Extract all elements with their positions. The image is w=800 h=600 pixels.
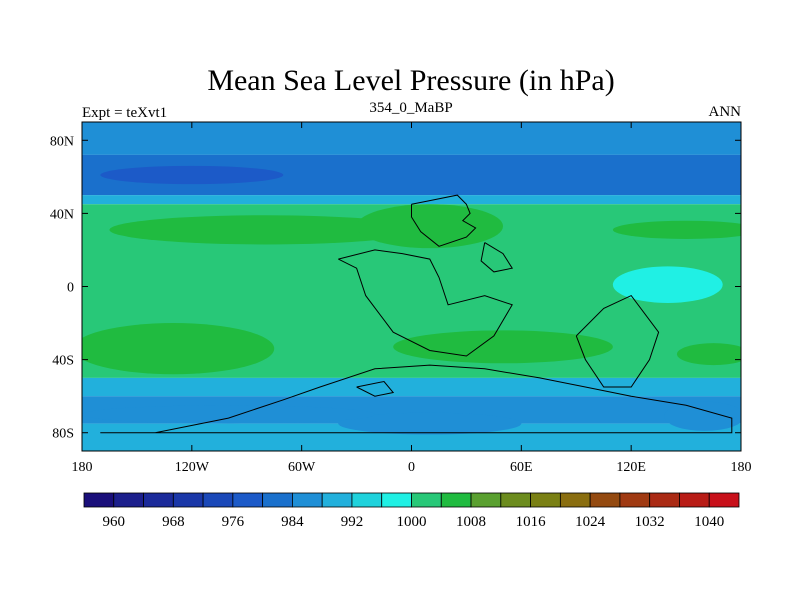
coastlines	[100, 194, 733, 434]
colorbar-box	[351, 492, 383, 508]
plot-title: Mean Sea Level Pressure (in hPa)	[207, 64, 614, 97]
colorbar-label: 976	[222, 514, 245, 530]
x-tick-label: 180	[731, 460, 752, 475]
field-low-0	[100, 165, 284, 185]
x-tick-label: 120E	[616, 460, 646, 475]
field-low-8	[338, 412, 522, 435]
colorbar-label: 984	[281, 514, 304, 530]
colorbar-label: 968	[162, 514, 185, 530]
colorbar-box	[262, 492, 293, 508]
colorbar: 960 968 976 984 992 1000 1008 1016 1024 1032 1040	[83, 492, 740, 530]
coastline-0	[411, 194, 477, 247]
map-panel: 180 120W 60W 0 60E 120E 180 80N 40N 0 40S 80S	[50, 121, 752, 475]
y-tick-label: 0	[67, 281, 74, 296]
coastline-1	[338, 249, 513, 357]
coastline-4	[480, 242, 514, 273]
field-low-9	[82, 405, 375, 424]
colorbar-box	[202, 492, 234, 508]
colorbar-box	[232, 492, 264, 508]
field-high-3	[612, 220, 741, 239]
colorbar-box	[321, 492, 353, 508]
colorbar-label: 1032	[635, 514, 665, 530]
pressure-field	[82, 122, 741, 451]
colorbar-box	[143, 492, 174, 508]
colorbar-box	[83, 492, 115, 508]
coastline-3	[100, 364, 733, 434]
colorbar-box	[589, 492, 621, 508]
field-high-7	[676, 343, 741, 366]
y-tick-label: 40S	[52, 354, 74, 369]
colorbar-label: 1024	[575, 514, 606, 530]
colorbar-box	[292, 492, 323, 508]
colorbar-box	[440, 492, 472, 508]
field-high-2	[356, 204, 504, 249]
x-tick-label: 60E	[510, 460, 533, 475]
colorbar-box	[113, 492, 144, 508]
colorbar-box	[500, 492, 531, 508]
x-tick-label: 60W	[288, 460, 316, 475]
axis-ticks: 180 120W 60W 0 60E 120E 180 80N 40N 0 40S 80S	[50, 122, 752, 475]
coastline-2	[575, 294, 660, 388]
right-label: ANN	[709, 104, 742, 120]
colorbar-label: 1008	[456, 514, 486, 530]
colorbar-label: 1040	[694, 514, 724, 530]
colorbar-box	[619, 492, 651, 508]
center-label: 354_0_MaBP	[369, 100, 452, 116]
colorbar-label: 1016	[516, 514, 547, 530]
colorbar-box	[381, 492, 412, 508]
y-tick-label: 40N	[50, 207, 74, 222]
colorbar-box	[679, 492, 710, 508]
colorbar-label: 960	[103, 514, 126, 530]
x-tick-label: 120W	[175, 460, 210, 475]
colorbar-box	[470, 492, 502, 508]
colorbar-label: 992	[341, 514, 364, 530]
field-high-5	[82, 323, 275, 375]
colorbar-box	[708, 492, 740, 508]
y-tick-label: 80S	[52, 427, 74, 442]
field-high-1	[109, 215, 421, 245]
x-tick-label: 0	[408, 460, 415, 475]
colorbar-box	[649, 492, 680, 508]
colorbar-box	[530, 492, 561, 508]
colorbar-box	[559, 492, 591, 508]
colorbar-label: 1000	[397, 514, 427, 530]
field-band-2	[82, 195, 741, 205]
field-band-4	[82, 377, 741, 397]
left-label: Expt = teXvt1	[82, 105, 167, 121]
field-low-10	[664, 401, 741, 431]
field-low-4	[612, 266, 723, 303]
colorbar-box	[411, 492, 442, 508]
field-high-6	[393, 330, 613, 364]
colorbar-box	[172, 492, 204, 508]
coastline-5	[356, 380, 395, 397]
x-tick-label: 180	[72, 460, 93, 475]
y-tick-label: 80N	[50, 134, 74, 149]
